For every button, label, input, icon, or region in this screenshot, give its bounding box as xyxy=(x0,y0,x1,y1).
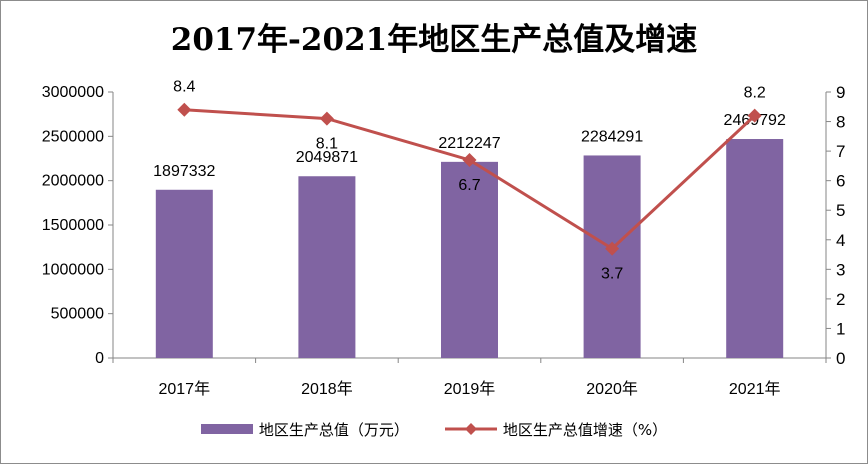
chart-title: 2017年-2021年地区生产总值及增速 xyxy=(170,22,698,58)
y-right-tick-label: 9 xyxy=(836,83,845,102)
y-left-tick-label: 1000000 xyxy=(42,261,104,278)
growth-marker xyxy=(177,102,192,117)
y-left-tick-label: 2500000 xyxy=(42,128,104,145)
growth-marker xyxy=(462,152,477,167)
y-left-tick-label: 0 xyxy=(95,350,104,367)
y-right-tick-label: 3 xyxy=(836,260,845,279)
growth-data-label: 3.7 xyxy=(601,266,623,283)
y-left-tick-label: 3000000 xyxy=(42,84,104,101)
y-left-tick-label: 2000000 xyxy=(42,173,104,190)
y-right-tick-label: 0 xyxy=(836,349,845,368)
bar xyxy=(441,161,498,358)
x-tick-label: 2020年 xyxy=(586,380,638,398)
bar xyxy=(583,155,641,358)
x-tick-label: 2021年 xyxy=(729,380,781,398)
growth-data-label: 8.4 xyxy=(173,79,195,96)
bar-data-label: 2212247 xyxy=(438,135,500,152)
bar xyxy=(726,139,784,358)
y-left-tick-label: 1500000 xyxy=(42,217,104,234)
growth-marker xyxy=(747,108,762,123)
legend-label-growth: 地区生产总值增速（%） xyxy=(502,420,668,439)
bar-data-label: 1897332 xyxy=(153,163,215,180)
y-right-tick-label: 7 xyxy=(836,142,845,161)
y-right-tick-label: 8 xyxy=(836,113,845,132)
y-right-tick-label: 5 xyxy=(836,201,845,220)
legend-item-gdp: 地区生产总值（万元） xyxy=(200,419,409,440)
bar-data-label: 2284291 xyxy=(581,128,643,145)
y-left-tick-label: 500000 xyxy=(51,306,104,323)
x-tick-label: 2017年 xyxy=(158,380,210,398)
bar xyxy=(298,176,356,358)
growth-marker xyxy=(319,111,334,126)
legend: 地区生产总值（万元） 地区生产总值增速（%） xyxy=(0,416,868,442)
legend-label-gdp: 地区生产总值（万元） xyxy=(258,420,409,439)
y-right-tick-label: 6 xyxy=(836,172,845,191)
growth-data-label: 8.1 xyxy=(316,136,338,153)
legend-bar-swatch xyxy=(200,424,253,434)
y-right-tick-label: 2 xyxy=(836,290,845,309)
x-tick-label: 2019年 xyxy=(444,380,496,398)
legend-item-growth: 地区生产总值增速（%） xyxy=(444,419,668,440)
legend-line-swatch xyxy=(444,423,497,435)
y-right-tick-label: 1 xyxy=(836,319,845,338)
growth-data-label: 6.7 xyxy=(458,177,480,194)
bar-data-label: 2049871 xyxy=(296,149,358,166)
y-right-tick-label: 4 xyxy=(836,231,845,250)
growth-data-label: 8.2 xyxy=(744,85,766,102)
growth-marker xyxy=(605,241,620,256)
x-tick-label: 2018年 xyxy=(301,380,353,398)
bar xyxy=(155,189,213,358)
